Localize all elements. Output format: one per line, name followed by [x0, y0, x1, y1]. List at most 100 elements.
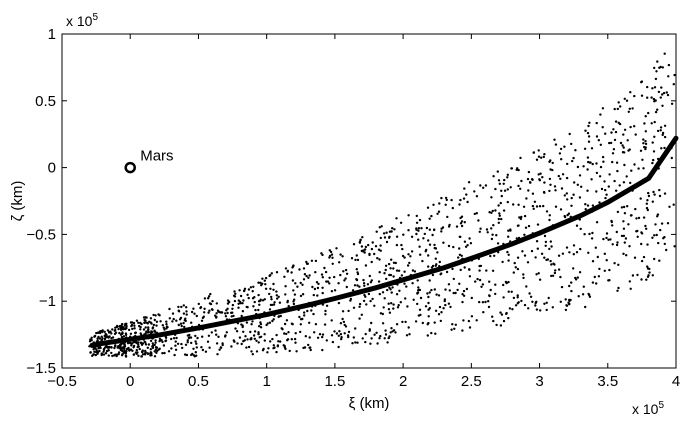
scatter-point [591, 204, 595, 207]
scatter-point [390, 327, 393, 330]
scatter-point [110, 351, 113, 355]
scatter-point [434, 332, 437, 335]
scatter-point [415, 227, 418, 230]
scatter-point [245, 321, 249, 324]
scatter-point [487, 300, 490, 303]
scatter-point [389, 331, 392, 334]
scatter-point [549, 259, 552, 263]
scatter-point [567, 301, 570, 304]
scatter-point [461, 329, 464, 332]
scatter-point [427, 321, 430, 325]
scatter-point [658, 194, 662, 198]
scatter-point [164, 339, 167, 343]
scatter-point [623, 241, 626, 244]
scatter-point [258, 325, 261, 328]
scatter-point [255, 339, 258, 342]
scatter-point [98, 337, 102, 340]
scatter-point [622, 133, 625, 136]
scatter-point [155, 346, 159, 349]
scatter-point [433, 228, 436, 231]
scatter-point [343, 279, 346, 282]
x-tick-label: 0.5 [188, 373, 209, 390]
scatter-point [395, 269, 399, 272]
scatter-point [588, 295, 592, 298]
scatter-point [144, 319, 147, 322]
scatter-point [586, 204, 590, 207]
scatter-point [240, 323, 243, 326]
scatter-point [403, 270, 406, 273]
scatter-point [581, 293, 585, 296]
scatter-point [177, 305, 180, 309]
scatter-point [421, 259, 424, 263]
scatter-point [155, 324, 158, 327]
scatter-point [316, 294, 319, 297]
scatter-point [572, 193, 575, 196]
scatter-point [251, 353, 254, 356]
scatter-point [355, 254, 358, 257]
scatter-point [328, 282, 331, 285]
scatter-point [639, 197, 642, 200]
scatter-point [426, 334, 429, 337]
scatter-point [607, 185, 610, 188]
scatter-point [626, 205, 629, 208]
scatter-point [551, 161, 554, 165]
scatter-point [466, 200, 469, 204]
scatter-point [459, 268, 462, 272]
scatter-point [215, 312, 218, 315]
scatter-point [663, 146, 666, 150]
scatter-point [670, 156, 673, 160]
scatter-point [208, 309, 211, 312]
scatter-point [324, 313, 327, 316]
scatter-point [554, 189, 557, 192]
scatter-point [439, 273, 442, 276]
scatter-point [458, 282, 461, 285]
scatter-point [153, 343, 156, 347]
scatter-point [395, 217, 398, 220]
scatter-point [653, 193, 656, 196]
scatter-point [523, 254, 527, 257]
scatter-point [527, 307, 530, 310]
scatter-point [587, 140, 591, 143]
scatter-point [500, 313, 504, 316]
scatter-point [541, 176, 544, 179]
scatter-point [595, 282, 598, 285]
scatter-point [661, 133, 664, 137]
scatter-point [494, 209, 497, 212]
scatter-point [268, 321, 272, 324]
y-tick-label: 1 [48, 26, 56, 43]
scatter-point [388, 335, 391, 338]
scatter-point [636, 273, 639, 277]
scatter-point [621, 144, 624, 147]
scatter-point [285, 319, 289, 322]
scatter-point [659, 96, 662, 99]
scatter-point [603, 269, 606, 272]
scatter-point [565, 176, 569, 180]
scatter-point [557, 268, 561, 271]
scatter-point [609, 141, 613, 145]
scatter-point [311, 285, 314, 289]
scatter-point [605, 259, 608, 262]
scatter-point [174, 348, 178, 351]
scatter-point [356, 284, 359, 287]
scatter-point [490, 237, 494, 241]
scatter-point [132, 321, 136, 325]
scatter-point [523, 214, 527, 218]
scatter-point [484, 300, 487, 304]
scatter-point [487, 305, 491, 309]
scatter-point [658, 188, 661, 192]
scatter-point [417, 238, 420, 241]
scatter-point [523, 233, 526, 236]
scatter-point [391, 227, 394, 230]
scatter-point [283, 344, 286, 348]
scatter-point [299, 294, 303, 298]
scatter-point [344, 268, 348, 272]
scatter-point [259, 322, 263, 326]
scatter-point [283, 322, 287, 326]
scatter-point [440, 227, 443, 230]
scatter-point [375, 230, 378, 233]
scatter-point [557, 174, 560, 178]
scatter-point [293, 298, 296, 301]
x-tick-label: 3.5 [597, 373, 618, 390]
scatter-point [494, 292, 497, 296]
scatter-point [269, 287, 272, 290]
